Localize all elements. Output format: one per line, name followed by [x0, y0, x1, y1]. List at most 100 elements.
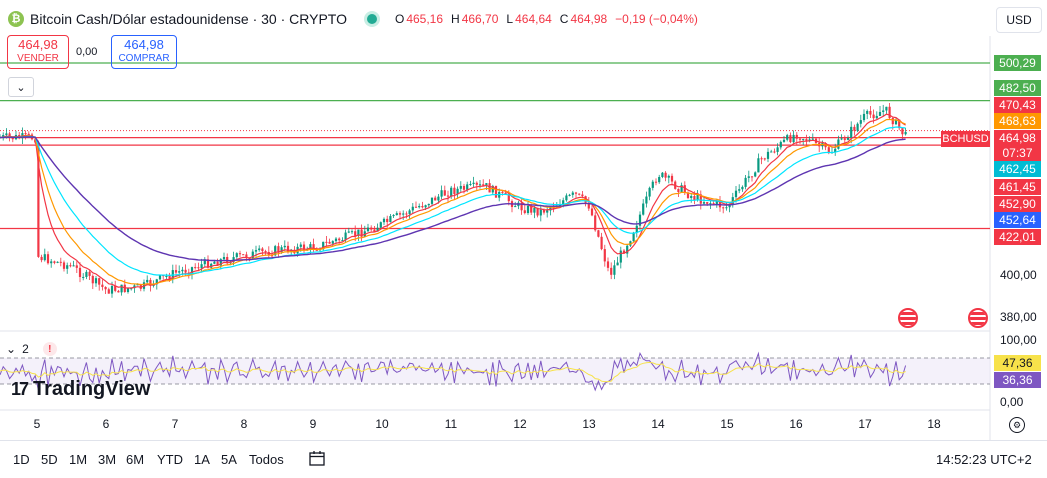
candle-body	[482, 184, 485, 186]
candle-body	[194, 267, 197, 269]
price-tick-380: 380,00	[1000, 310, 1037, 324]
candle-body	[843, 138, 846, 140]
candle-body	[795, 134, 798, 139]
candle-body	[312, 244, 315, 250]
candle-body	[136, 284, 139, 286]
warning-icon[interactable]: !	[42, 342, 57, 356]
timeframe-button-5d[interactable]: 5D	[41, 452, 58, 467]
spread-value: 0,00	[76, 46, 98, 58]
timeframe-button-1a[interactable]: 1A	[194, 452, 210, 467]
candle-body	[27, 133, 30, 135]
candle-body	[139, 284, 142, 289]
candle-body	[149, 279, 152, 286]
candle-body	[635, 225, 638, 233]
settings-gear-icon[interactable]: ⚙	[1009, 417, 1025, 433]
candle-body	[898, 119, 901, 129]
us-flag-event-icon[interactable]	[968, 308, 988, 328]
us-flag-event-icon[interactable]	[898, 308, 918, 328]
price-axis-label: 470,43	[994, 97, 1041, 113]
candle-body	[405, 213, 408, 215]
price-axis-label: 461,45	[994, 179, 1041, 195]
tradingview-logo[interactable]: 17 TradingView	[11, 378, 150, 401]
chevron-down-icon[interactable]: ⌄	[6, 342, 17, 356]
candle-body	[101, 284, 104, 287]
candle-body	[50, 261, 53, 264]
candle-body	[98, 278, 101, 285]
timeframe-button-1d[interactable]: 1D	[13, 452, 30, 467]
timeframe-button-ytd[interactable]: YTD	[157, 452, 183, 467]
timeframe-button-1m[interactable]: 1M	[69, 452, 88, 467]
low-value: 464,64	[515, 12, 552, 26]
candle-body	[338, 238, 341, 241]
timeframe-button-3m[interactable]: 3M	[98, 452, 117, 467]
candle-body	[520, 202, 523, 211]
candle-body	[459, 185, 462, 189]
ema-cyan-line	[0, 126, 906, 277]
calendar-goto-icon[interactable]	[309, 450, 325, 466]
candle-body	[434, 197, 437, 201]
timeframe-button-6m[interactable]: 6M	[126, 452, 145, 467]
sell-label: VENDER	[17, 53, 59, 64]
tradingview-logo-text: TradingView	[33, 378, 151, 400]
candle-body	[846, 137, 850, 140]
close-value: 464,98	[570, 12, 608, 26]
price-tick-400: 400,00	[1000, 268, 1037, 282]
candle-body	[242, 254, 245, 256]
timeframe-button-5a[interactable]: 5A	[221, 452, 237, 467]
candle-body	[773, 151, 776, 153]
collapse-button[interactable]: ⌄	[8, 77, 34, 97]
candle-body	[5, 133, 8, 136]
candle-body	[264, 251, 267, 253]
candle-body	[210, 263, 213, 268]
candle-body	[594, 215, 597, 231]
timeframe-button-todos[interactable]: Todos	[249, 452, 284, 467]
buy-button[interactable]: 464,98 COMPRAR	[111, 35, 177, 69]
candle-body	[622, 250, 626, 254]
candle-body	[219, 259, 222, 266]
candle-body	[901, 128, 904, 135]
candle-body	[690, 196, 693, 198]
candle-body	[440, 190, 443, 197]
candle-body	[72, 265, 75, 267]
candle-body	[613, 265, 616, 275]
candle-body	[866, 110, 869, 114]
symbol-title[interactable]: Bitcoin Cash/Dólar estadounidense · 30 ·…	[30, 11, 347, 27]
clock-timezone[interactable]: 14:52:23 UTC+2	[936, 452, 1032, 467]
candle-body	[565, 195, 568, 201]
candle-body	[763, 158, 766, 160]
candle-body	[581, 194, 584, 197]
candle-body	[174, 270, 178, 273]
candle-body	[811, 138, 814, 140]
candle-body	[325, 241, 328, 243]
candle-body	[379, 222, 382, 228]
candle-body	[648, 187, 651, 197]
candle-body	[402, 213, 405, 215]
candle-body	[856, 123, 859, 131]
candle-body	[478, 184, 482, 186]
candle-body	[46, 254, 50, 264]
open-value: 465,16	[406, 12, 444, 26]
candle-body	[894, 119, 898, 125]
candle-body	[802, 139, 805, 141]
time-tick: 7	[171, 417, 179, 431]
candle-body	[446, 195, 450, 197]
currency-selector[interactable]: USD	[996, 7, 1042, 33]
time-tick: 13	[582, 417, 596, 431]
low-key: L	[506, 12, 514, 26]
time-tick: 18	[927, 417, 941, 431]
time-tick: 17	[858, 417, 872, 431]
candle-body	[69, 265, 72, 267]
candle-body	[834, 148, 837, 153]
candle-body	[386, 218, 389, 223]
candle-body	[309, 244, 312, 250]
candle-body	[251, 251, 254, 259]
candle-body	[254, 250, 258, 252]
candle-body	[341, 240, 344, 242]
candle-body	[370, 227, 373, 230]
candle-body	[619, 250, 622, 263]
candle-body	[78, 267, 82, 277]
price-axis-label: 452,90	[994, 196, 1041, 212]
candle-body	[712, 203, 715, 205]
sell-button[interactable]: 464,98 VENDER	[7, 35, 69, 69]
